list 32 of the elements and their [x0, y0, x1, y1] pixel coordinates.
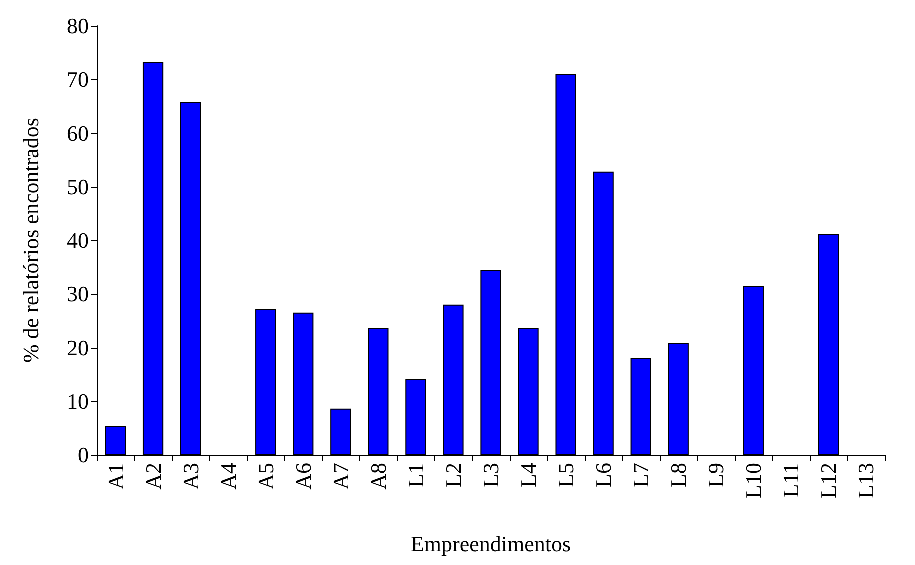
x-tick-label: L6	[591, 463, 616, 488]
x-axis-title: Empreendimentos	[410, 532, 572, 556]
x-tick-label: L12	[816, 463, 842, 498]
x-tick-label: L4	[516, 463, 542, 488]
x-tick-label: L2	[440, 463, 466, 488]
x-tick-label: A6	[290, 463, 316, 490]
x-tick-label: L13	[854, 463, 879, 498]
y-axis-title: % de relatórios encontrados	[18, 118, 44, 363]
x-tick-label: L8	[666, 463, 692, 488]
x-tick-label: A8	[366, 463, 391, 490]
x-tick-label: A2	[140, 463, 166, 490]
y-tick-label: 30	[67, 282, 89, 307]
x-tick-label: A5	[253, 463, 278, 490]
y-tick-label: 60	[67, 120, 89, 146]
y-tick-label: 40	[67, 228, 89, 253]
x-tick-label: L10	[741, 463, 766, 498]
y-tick-label: 70	[67, 67, 89, 92]
x-tick-label: L9	[704, 463, 729, 488]
y-tick-label: 10	[67, 388, 89, 414]
x-tick-label: A7	[328, 463, 354, 490]
x-tick-label: L3	[478, 463, 504, 488]
x-tick-label: A3	[178, 463, 204, 490]
y-tick-label: 0	[78, 442, 89, 468]
x-tick-label: A1	[103, 463, 128, 490]
x-tick-label: L1	[403, 463, 428, 488]
x-tick-label: L5	[554, 463, 579, 488]
x-tick-label: L7	[628, 463, 654, 488]
y-tick-label: 20	[67, 335, 89, 360]
x-tick-label: L11	[778, 463, 804, 498]
y-tick-label: 80	[67, 14, 89, 38]
y-tick-label: 50	[67, 174, 89, 200]
x-tick-label: A4	[216, 463, 241, 490]
